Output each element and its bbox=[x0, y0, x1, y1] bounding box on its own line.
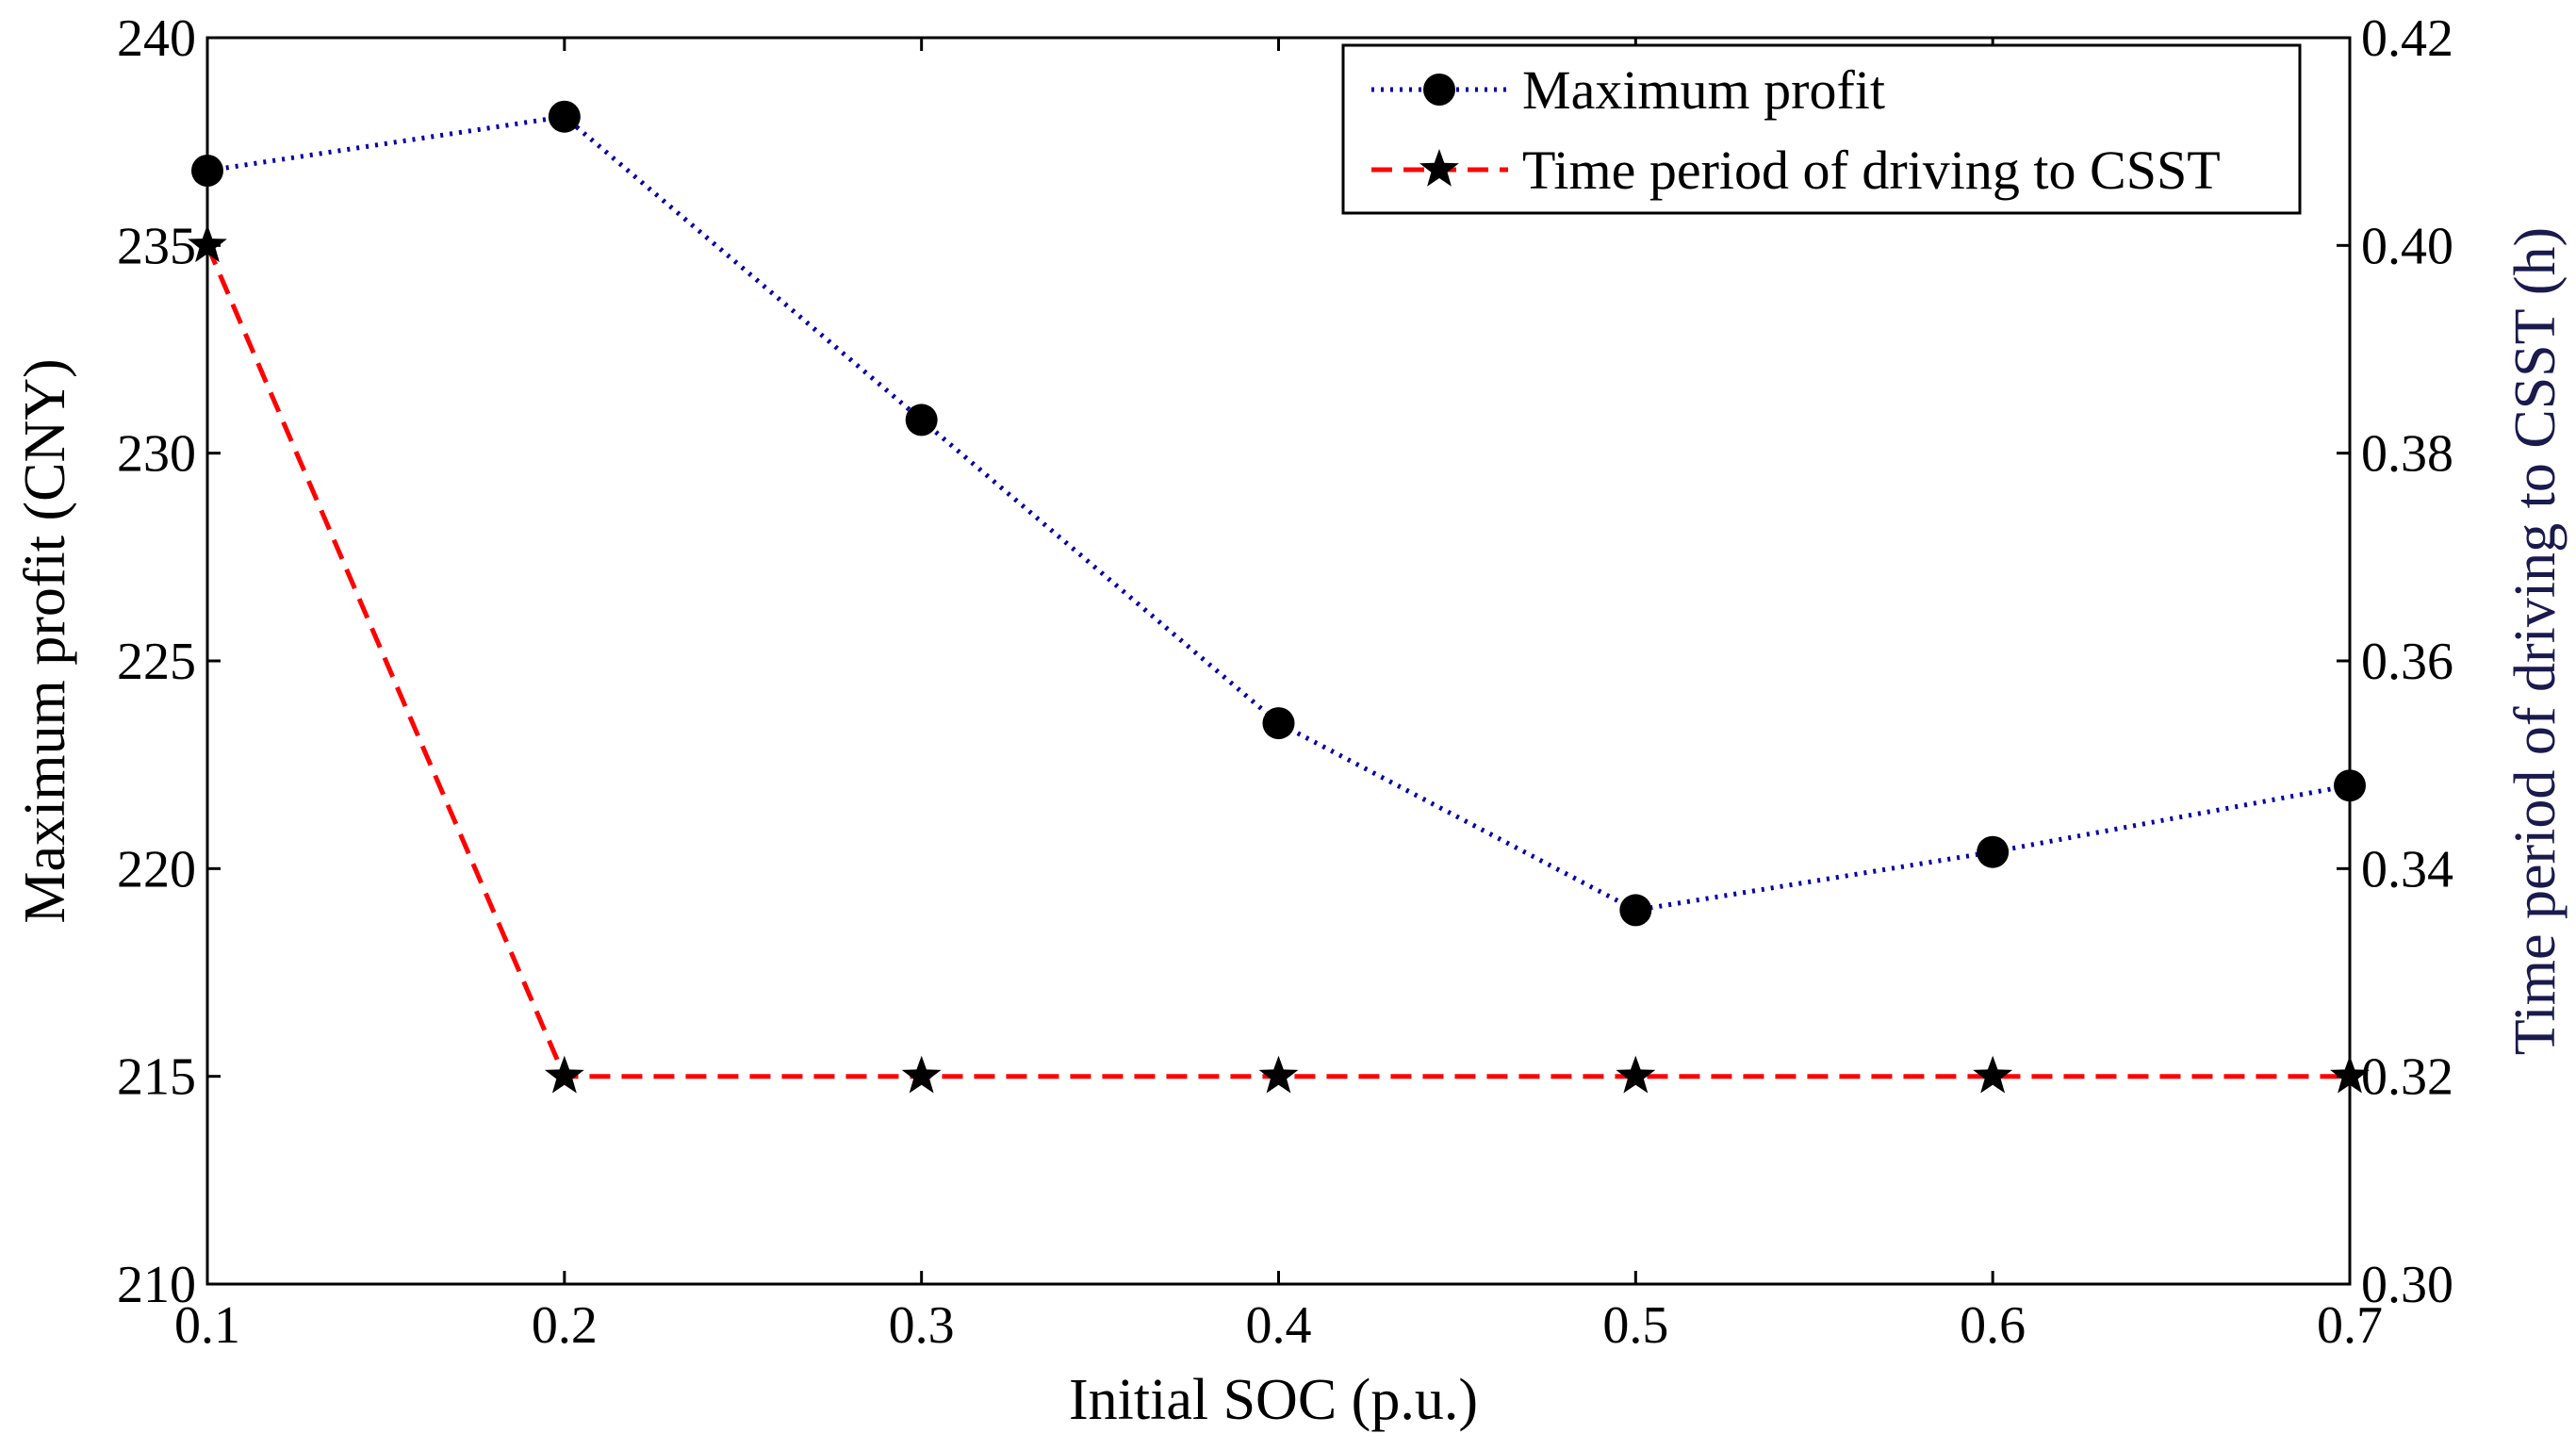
point-time-period bbox=[1258, 1055, 1299, 1094]
y-left-tick-label: 215 bbox=[117, 1048, 196, 1107]
legend-label-profit: Maximum profit bbox=[1522, 59, 1885, 121]
y-left-tick-label: 230 bbox=[117, 425, 196, 484]
legend: Maximum profit Time period of driving to… bbox=[1341, 43, 2302, 215]
y-right-tick-label: 0.30 bbox=[2361, 1256, 2453, 1314]
x-axis-title: Initial SOC (p.u.) bbox=[1069, 1368, 1478, 1432]
y-left-tick-label: 220 bbox=[117, 840, 196, 898]
point-time-period bbox=[1973, 1055, 2013, 1094]
legend-box bbox=[1341, 43, 2302, 215]
legend-label-time: Time period of driving to CSST bbox=[1522, 140, 2221, 201]
point-time-period bbox=[1616, 1055, 1656, 1094]
y-right-tick-label: 0.42 bbox=[2361, 9, 2453, 68]
ticks-layer: 0.1 0.2 0.3 0.4 0.5 0.6 0.7 210 215 220 225 230 235 2… bbox=[117, 9, 2453, 1355]
y-left-tick-label: 225 bbox=[117, 633, 196, 691]
y-axis-left-title: Maximum profit (CNY) bbox=[13, 358, 77, 923]
point-maximum-profit bbox=[1262, 707, 1295, 740]
y-left-tick-label: 235 bbox=[117, 217, 196, 275]
point-time-period bbox=[901, 1055, 942, 1094]
legend-marker-profit bbox=[1423, 74, 1455, 106]
y-right-tick-label: 0.40 bbox=[2361, 217, 2453, 275]
y-right-tick-label: 0.32 bbox=[2361, 1048, 2453, 1107]
y-right-tick-label: 0.36 bbox=[2361, 633, 2453, 691]
x-tick-label: 0.7 bbox=[2317, 1296, 2383, 1355]
point-maximum-profit bbox=[1619, 894, 1652, 927]
point-maximum-profit bbox=[1977, 835, 2010, 868]
y-right-tick-label: 0.34 bbox=[2361, 840, 2453, 898]
point-time-period bbox=[544, 1055, 584, 1094]
point-maximum-profit bbox=[905, 404, 938, 437]
x-tick-label: 0.2 bbox=[532, 1296, 598, 1355]
y-left-tick-label: 210 bbox=[117, 1256, 196, 1314]
x-tick-label: 0.3 bbox=[889, 1296, 955, 1355]
x-tick-label: 0.4 bbox=[1246, 1296, 1312, 1355]
x-tick-label: 0.1 bbox=[174, 1296, 240, 1355]
legend-marker-time bbox=[1419, 149, 1459, 187]
x-tick-label: 0.5 bbox=[1602, 1296, 1668, 1355]
x-tick-label: 0.6 bbox=[1960, 1296, 2026, 1355]
y-right-tick-label: 0.38 bbox=[2361, 425, 2453, 484]
point-maximum-profit bbox=[548, 100, 581, 133]
y-axis-right-title: Time period of driving to CSST (h) bbox=[2503, 227, 2568, 1055]
y-left-tick-label: 240 bbox=[117, 9, 196, 68]
